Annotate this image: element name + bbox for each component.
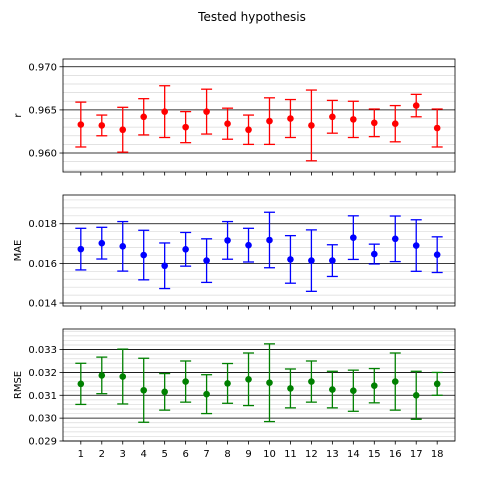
y-tick-label: 0.018 [28,219,57,230]
y-tick-label: 0.965 [28,105,57,116]
x-tick-label: 6 [182,449,188,460]
data-point [119,243,127,250]
y-tick-label: 0.031 [28,391,57,402]
axes-frame [62,194,456,307]
x-tick-label: 9 [245,449,251,460]
data-point [350,116,357,123]
data-point [308,257,315,264]
x-tick-label: 1 [78,449,84,460]
data-point [161,108,168,115]
data-point [245,375,252,383]
data-point [308,378,315,385]
x-tick-label: 10 [263,449,276,460]
data-point [391,120,399,127]
x-tick-label: 16 [389,449,402,460]
x-tick-label: 14 [347,449,360,460]
data-point [266,236,273,244]
data-point [203,257,210,264]
data-point [182,246,189,253]
data-point [370,119,378,127]
data-point [161,262,168,270]
data-point [433,251,441,258]
data-point [98,239,106,247]
data-point [140,386,148,394]
data-point [287,385,294,392]
figure-title: Tested hypothesis [197,10,306,24]
x-tick-label: 3 [120,449,126,460]
y-axis-label: RMSE [13,371,24,399]
y-tick-label: 0.016 [28,259,57,270]
x-tick-label: 13 [326,449,339,460]
axes-frame [62,328,456,442]
data-point [391,378,399,385]
y-axis-label: MAE [13,240,24,262]
x-tick-label: 15 [368,449,381,460]
data-point [370,250,378,258]
data-point [182,378,189,385]
data-point [329,386,336,393]
x-tick-label: 8 [224,449,230,460]
x-tick-label: 12 [305,449,318,460]
data-point [77,380,85,388]
y-tick-label: 0.029 [28,437,57,448]
data-point [224,380,231,387]
x-tick-label: 5 [161,449,167,460]
data-point [245,126,252,134]
y-tick-label: 0.960 [28,149,57,160]
panel-mae: 0.014 0.016 0.018 MAE [13,194,456,310]
y-tick-label: 0.970 [28,62,57,73]
data-point [433,124,441,132]
data-point [140,113,148,121]
y-tick-label: 0.014 [28,299,57,310]
x-tick-label: 18 [431,449,444,460]
x-tick-label: 17 [410,449,423,460]
x-tick-label: 2 [99,449,105,460]
data-point [140,251,148,259]
data-point [287,256,294,263]
x-tick-label: 7 [203,449,209,460]
data-point [119,373,127,380]
data-point [412,242,420,249]
data-point [182,123,189,131]
panels: 0.960 0.965 0.970 r 0.014 0.016 0.018 MAE 0.029 0… [13,58,456,460]
data-point [433,380,441,388]
data-point [329,113,336,121]
data-point [224,120,231,127]
y-tick-label: 0.032 [28,368,57,379]
x-tick-label: 4 [141,449,147,460]
data-point [77,245,85,253]
data-point [391,235,399,243]
data-point [329,257,336,264]
data-point [245,241,252,249]
data-point [161,388,168,396]
data-point [203,390,210,398]
panel-r: 0.960 0.965 0.970 r [13,58,456,176]
data-point [266,379,273,387]
data-point [77,121,85,128]
data-point [412,102,420,109]
data-point [98,122,106,129]
data-point [203,108,210,115]
axes-frame [62,58,456,173]
data-point [98,372,106,379]
data-point [370,382,378,389]
x-tick-label: 11 [284,449,297,460]
data-point [412,391,420,399]
y-tick-label: 0.030 [28,414,57,425]
y-axis-label: r [13,113,24,118]
data-point [224,237,231,244]
y-tick-label: 0.033 [28,345,57,356]
data-point [350,234,357,241]
data-point [266,117,273,125]
data-point [350,387,357,395]
data-point [308,122,315,129]
data-point [119,126,127,134]
data-point [287,115,294,122]
